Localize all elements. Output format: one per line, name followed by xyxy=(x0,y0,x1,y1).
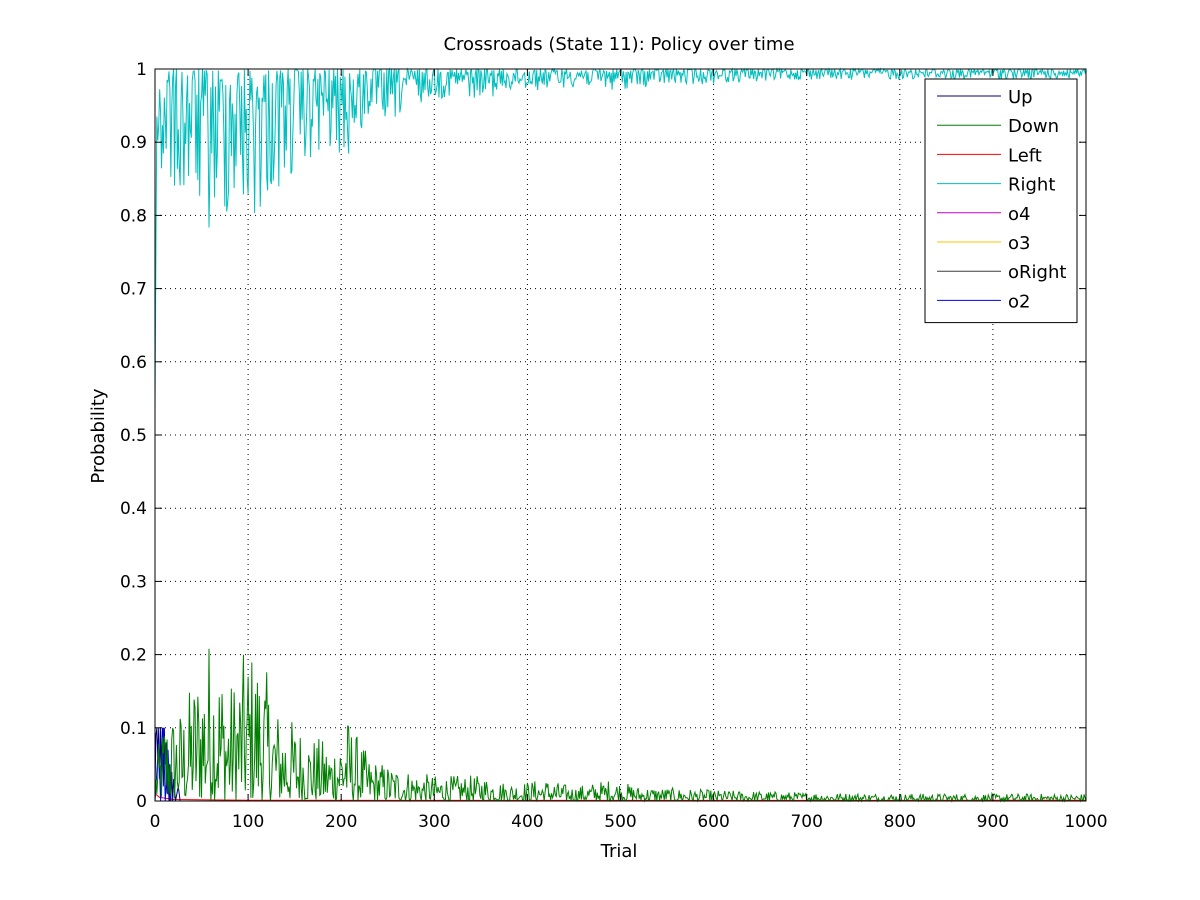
y-tick-label: 0.1 xyxy=(120,719,147,739)
legend-label: o4 xyxy=(1008,204,1030,225)
x-tick-label: 1000 xyxy=(1064,812,1107,832)
legend-box xyxy=(924,78,1078,324)
y-tick-label: 0.9 xyxy=(120,133,147,153)
legend-label: o2 xyxy=(1008,291,1030,312)
x-tick-label: 300 xyxy=(418,812,450,832)
x-tick-label: 500 xyxy=(604,812,636,832)
x-tick-label: 200 xyxy=(325,812,357,832)
legend: Up Down Left Right o4 o3 oRight o2 xyxy=(924,78,1078,324)
y-tick-label: 0.5 xyxy=(120,426,147,446)
y-tick-label: 0.3 xyxy=(120,572,147,592)
axis-ticks: 0 100 200 300 400 500 600 700 800 900 1000 0 0.1 0.2 0… xyxy=(120,60,1108,832)
y-tick-label: 0 xyxy=(136,792,147,812)
chart-title: Crossroads (State 11): Policy over time xyxy=(443,34,794,55)
legend-label: o3 xyxy=(1008,233,1030,254)
y-tick-label: 0.4 xyxy=(120,499,147,519)
y-tick-label: 0.2 xyxy=(120,646,147,666)
y-axis-title: Probability xyxy=(88,388,109,483)
x-tick-label: 700 xyxy=(790,812,822,832)
x-tick-label: 900 xyxy=(977,812,1009,832)
x-tick-label: 800 xyxy=(884,812,916,832)
y-tick-label: 1 xyxy=(136,60,147,80)
legend-label: Up xyxy=(1008,87,1033,108)
x-axis-title: Trial xyxy=(600,841,638,862)
x-tick-label: 0 xyxy=(150,812,161,832)
y-tick-label: 0.8 xyxy=(120,206,147,226)
y-tick-label: 0.6 xyxy=(120,353,147,373)
x-tick-label: 400 xyxy=(511,812,543,832)
legend-label: oRight xyxy=(1008,262,1066,283)
legend-label: Down xyxy=(1008,116,1059,137)
y-tick-label: 0.7 xyxy=(120,280,147,300)
legend-label: Right xyxy=(1008,175,1055,196)
legend-label: Left xyxy=(1008,145,1042,166)
x-tick-label: 600 xyxy=(697,812,729,832)
x-tick-label: 100 xyxy=(232,812,264,832)
